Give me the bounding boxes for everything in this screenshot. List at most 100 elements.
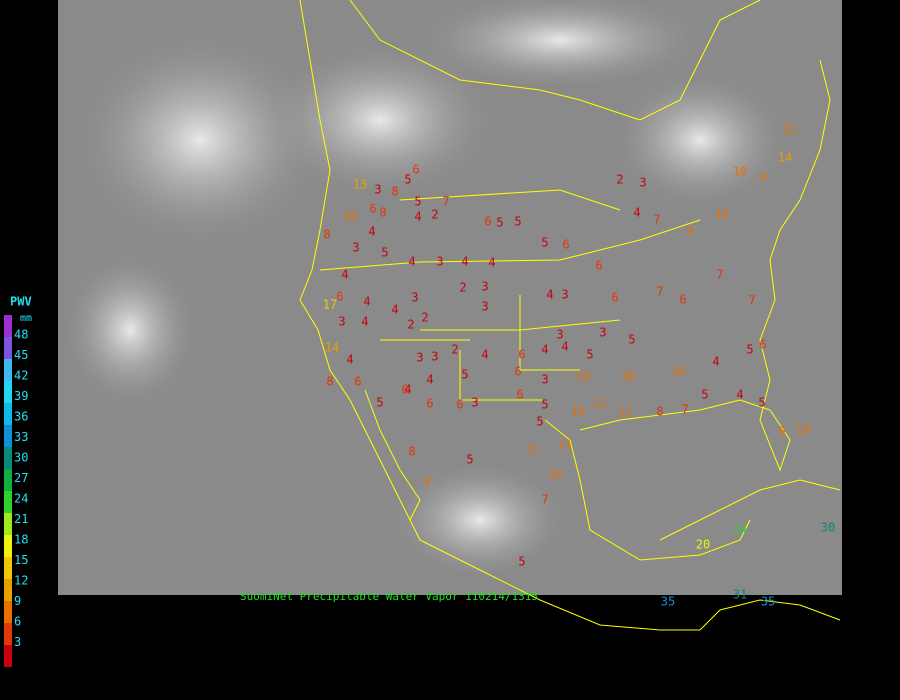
station-value: 11 [525,443,539,457]
station-value: 10 [576,370,590,384]
station-value: 3 [541,373,548,387]
station-value: 11 [558,438,572,452]
legend-level: 45 [14,348,28,362]
station-value: 3 [436,255,443,269]
legend-level: 18 [14,533,28,547]
station-value: 5 [628,333,635,347]
station-value: 4 [481,348,488,362]
legend-swatch [4,381,12,403]
station-value: 6 [401,383,408,397]
station-value: 6 [426,397,433,411]
station-value: 8 [323,228,330,242]
station-value: 4 [546,288,553,302]
station-value: 5 [518,555,525,569]
station-value: 6 [514,365,521,379]
legend-swatch [4,513,12,535]
station-value: 14 [778,151,792,165]
station-value: 4 [408,255,415,269]
station-value: 5 [746,343,753,357]
station-value: 10 [571,405,585,419]
station-value: 3 [556,328,563,342]
station-value: 3 [352,241,359,255]
station-value: 4 [488,256,495,270]
legend-level: 36 [14,410,28,424]
legend-title: PWV [10,295,32,309]
station-value: 3 [411,291,418,305]
station-value: 4 [404,383,411,397]
station-value: 5 [461,368,468,382]
station-value: 35 [761,595,775,609]
station-value: 8 [391,185,398,199]
station-value: 7 [442,195,449,209]
station-value: 6 [336,290,343,304]
legend-swatch [4,403,12,425]
station-value: 7 [541,493,548,507]
station-value: 5 [586,348,593,362]
coastlines [299,0,841,631]
station-value: 35 [661,595,675,609]
legend-level: 27 [14,471,28,485]
station-value: 7 [656,285,663,299]
station-value: 24 [733,523,747,537]
station-value: 11 [593,397,607,411]
legend-level: 9 [14,594,21,608]
legend-level: 12 [14,574,28,588]
station-value: 5 [381,246,388,260]
station-value: 10 [548,468,562,482]
legend-swatch [4,469,12,491]
station-value: 7 [653,213,660,227]
caption-stamp: 110214/1315 [465,590,538,603]
station-value: 10 [715,208,729,222]
legend-swatch [4,337,12,359]
legend-level: 21 [14,512,28,526]
legend-swatch [4,491,12,513]
station-value: 11 [618,406,632,420]
legend-swatch [4,359,12,381]
station-value: 10 [671,365,685,379]
station-value: 4 [346,353,353,367]
station-value: 3 [374,183,381,197]
station-value: 9 [686,225,693,239]
station-value: 11 [783,123,797,137]
station-value: 4 [363,295,370,309]
station-value: 3 [639,176,646,190]
station-value: 9 [423,475,430,489]
legend-swatch [4,447,12,469]
station-value: 8 [379,206,386,220]
station-value: 10 [343,210,357,224]
station-value: 5 [701,388,708,402]
station-value: 4 [633,206,640,220]
station-value: 5 [541,236,548,250]
station-value: 4 [426,373,433,387]
station-value: 6 [518,348,525,362]
station-value: 6 [595,259,602,273]
caption: SuomiNet Precipitable Water Vapor 110214… [240,590,538,603]
legend-swatch [4,315,12,337]
station-value: 3 [599,326,606,340]
station-value: 10 [796,423,810,437]
clouds [60,0,790,580]
station-value: 5 [404,173,411,187]
station-value: 9 [778,425,785,439]
legend-level: 15 [14,553,28,567]
station-value: 3 [471,396,478,410]
station-value: 5 [496,216,503,230]
station-value: 5 [376,396,383,410]
station-value: 4 [391,303,398,317]
station-value: 5 [536,415,543,429]
station-value: 3 [481,280,488,294]
station-value: 7 [716,268,723,282]
station-value: 5 [541,398,548,412]
station-value: 6 [456,398,463,412]
station-value: 7 [748,294,755,308]
station-value: 6 [354,375,361,389]
station-value: 14 [325,341,339,355]
station-value: 3 [338,315,345,329]
station-value: 30 [821,521,835,535]
legend-level: 42 [14,369,28,383]
legend-level: 30 [14,451,28,465]
station-value: 4 [368,225,375,239]
station-value: 7 [681,403,688,417]
station-value: 4 [341,268,348,282]
station-value: 20 [696,538,710,552]
